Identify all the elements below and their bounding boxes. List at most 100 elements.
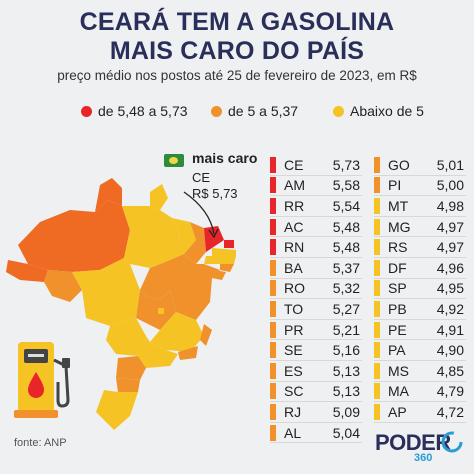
tier-bar-mt — [374, 197, 380, 214]
pump-drop — [28, 372, 44, 398]
map-region-mt — [72, 258, 140, 326]
table-row-ba: BA 5,37 — [270, 258, 362, 279]
table-row-ac: AC 5,48 — [270, 217, 362, 238]
tier-bar-df — [374, 259, 380, 276]
tier-bar-rn — [270, 239, 276, 256]
state-code-sc: SC — [284, 383, 304, 400]
price-sc: 5,13 — [332, 383, 360, 400]
tier-bar-pr — [270, 321, 276, 338]
price-ro: 5,32 — [332, 280, 360, 297]
state-code-ap: AP — [388, 403, 407, 420]
map-region-go — [136, 290, 176, 330]
table-row-df: DF 4,96 — [374, 258, 466, 279]
state-code-al: AL — [284, 424, 302, 441]
price-mt: 4,98 — [436, 197, 464, 214]
tier-bar-to — [270, 300, 276, 317]
table-row-rn: RN 5,48 — [270, 237, 362, 258]
state-code-sp: SP — [388, 280, 407, 297]
legend-item-low: Abaixo de 5 — [333, 103, 424, 119]
legend-item-mid: de 5 a 5,37 — [211, 103, 298, 119]
state-code-mt: MT — [388, 197, 409, 214]
price-am: 5,58 — [332, 177, 360, 194]
tier-bar-ro — [270, 280, 276, 297]
legend: de 5,48 a 5,73 de 5 a 5,37 Abaixo de 5 — [0, 103, 474, 123]
state-code-am: AM — [284, 177, 305, 194]
map-region-sc — [116, 378, 140, 392]
fuel-pump-icon — [14, 342, 70, 418]
map-region-al — [220, 264, 234, 272]
price-ms: 4,85 — [436, 362, 464, 379]
map-region-ap — [150, 184, 168, 210]
legend-item-high: de 5,48 a 5,73 — [81, 103, 188, 119]
brand-name: PODER — [375, 430, 451, 455]
legend-swatch-mid — [211, 105, 222, 117]
callout-state: CE — [192, 170, 211, 185]
state-code-pe: PE — [388, 321, 407, 338]
map-region-ac — [6, 260, 48, 282]
state-code-ac: AC — [284, 218, 304, 235]
state-code-df: DF — [388, 259, 407, 276]
tier-bar-ac — [270, 218, 276, 235]
state-code-ce: CE — [284, 156, 304, 173]
legend-swatch-high — [81, 105, 92, 117]
pump-nozzle — [62, 358, 70, 368]
state-code-rr: RR — [284, 197, 305, 214]
map-region-to — [140, 260, 170, 300]
brazil-map — [6, 178, 236, 430]
table-row-pa: PA 4,90 — [374, 340, 466, 361]
tier-bar-rj — [270, 403, 276, 420]
map-region-rn — [224, 240, 234, 248]
tier-bar-ba — [270, 259, 276, 276]
table-column-left: CE 5,73 AM 5,58 RR 5,54 AC 5,48 RN 5,48 BA 5,37 RO 5,… — [270, 155, 362, 444]
state-code-mg: MG — [388, 218, 411, 235]
table-row-ms: MS 4,85 — [374, 361, 466, 382]
brand-sub: 360 — [414, 452, 433, 464]
map-region-am — [18, 200, 130, 272]
price-pi: 5,00 — [436, 177, 464, 194]
state-code-se: SE — [284, 342, 303, 359]
tier-bar-pe — [374, 321, 380, 338]
callout-arrowhead — [208, 228, 219, 239]
table-column-right: GO 5,01 PI 5,00 MT 4,98 MG 4,97 RS 4,97 DF 4,96 SP 4,… — [374, 155, 466, 423]
tier-bar-ap — [374, 403, 380, 420]
poder360-logo-icon — [441, 431, 463, 453]
tier-bar-am — [270, 177, 276, 194]
table-row-sp: SP 4,95 — [374, 279, 466, 300]
table-row-se: SE 5,16 — [270, 340, 362, 361]
price-mg: 4,97 — [436, 218, 464, 235]
price-ce: 5,73 — [332, 156, 360, 173]
price-to: 5,27 — [332, 300, 360, 317]
state-code-rn: RN — [284, 239, 305, 256]
state-code-go: GO — [388, 156, 410, 173]
map-region-pb — [212, 248, 236, 256]
state-code-rs: RS — [388, 239, 408, 256]
title-line-2: MAIS CARO DO PAÍS — [109, 37, 365, 65]
price-ba: 5,37 — [332, 259, 360, 276]
tier-bar-ms — [374, 362, 380, 379]
table-row-to: TO 5,27 — [270, 299, 362, 320]
price-pe: 4,91 — [436, 321, 464, 338]
price-pr: 5,21 — [332, 321, 360, 338]
legend-label-high: de 5,48 a 5,73 — [98, 103, 188, 119]
state-code-ro: RO — [284, 280, 305, 297]
price-pb: 4,92 — [436, 300, 464, 317]
pump-base — [14, 410, 58, 418]
price-sp: 4,95 — [436, 280, 464, 297]
price-go: 5,01 — [436, 156, 464, 173]
tier-bar-rs — [374, 239, 380, 256]
tier-bar-pi — [374, 177, 380, 194]
state-code-rj: RJ — [284, 403, 302, 420]
price-es: 5,13 — [332, 362, 360, 379]
pump-screen-line — [28, 354, 44, 357]
title-line-1: CEARÁ TEM A GASOLINA — [79, 8, 395, 36]
map-region-es — [200, 324, 212, 346]
table-row-go: GO 5,01 — [374, 155, 466, 176]
tier-bar-rr — [270, 197, 276, 214]
map-region-ce — [204, 226, 224, 252]
state-code-ms: MS — [388, 362, 409, 379]
table-row-ro: RO 5,32 — [270, 279, 362, 300]
table-row-ce: CE 5,73 — [270, 155, 362, 176]
table-row-rr: RR 5,54 — [270, 196, 362, 217]
map-region-ro — [44, 270, 82, 302]
price-al: 5,04 — [332, 424, 360, 441]
